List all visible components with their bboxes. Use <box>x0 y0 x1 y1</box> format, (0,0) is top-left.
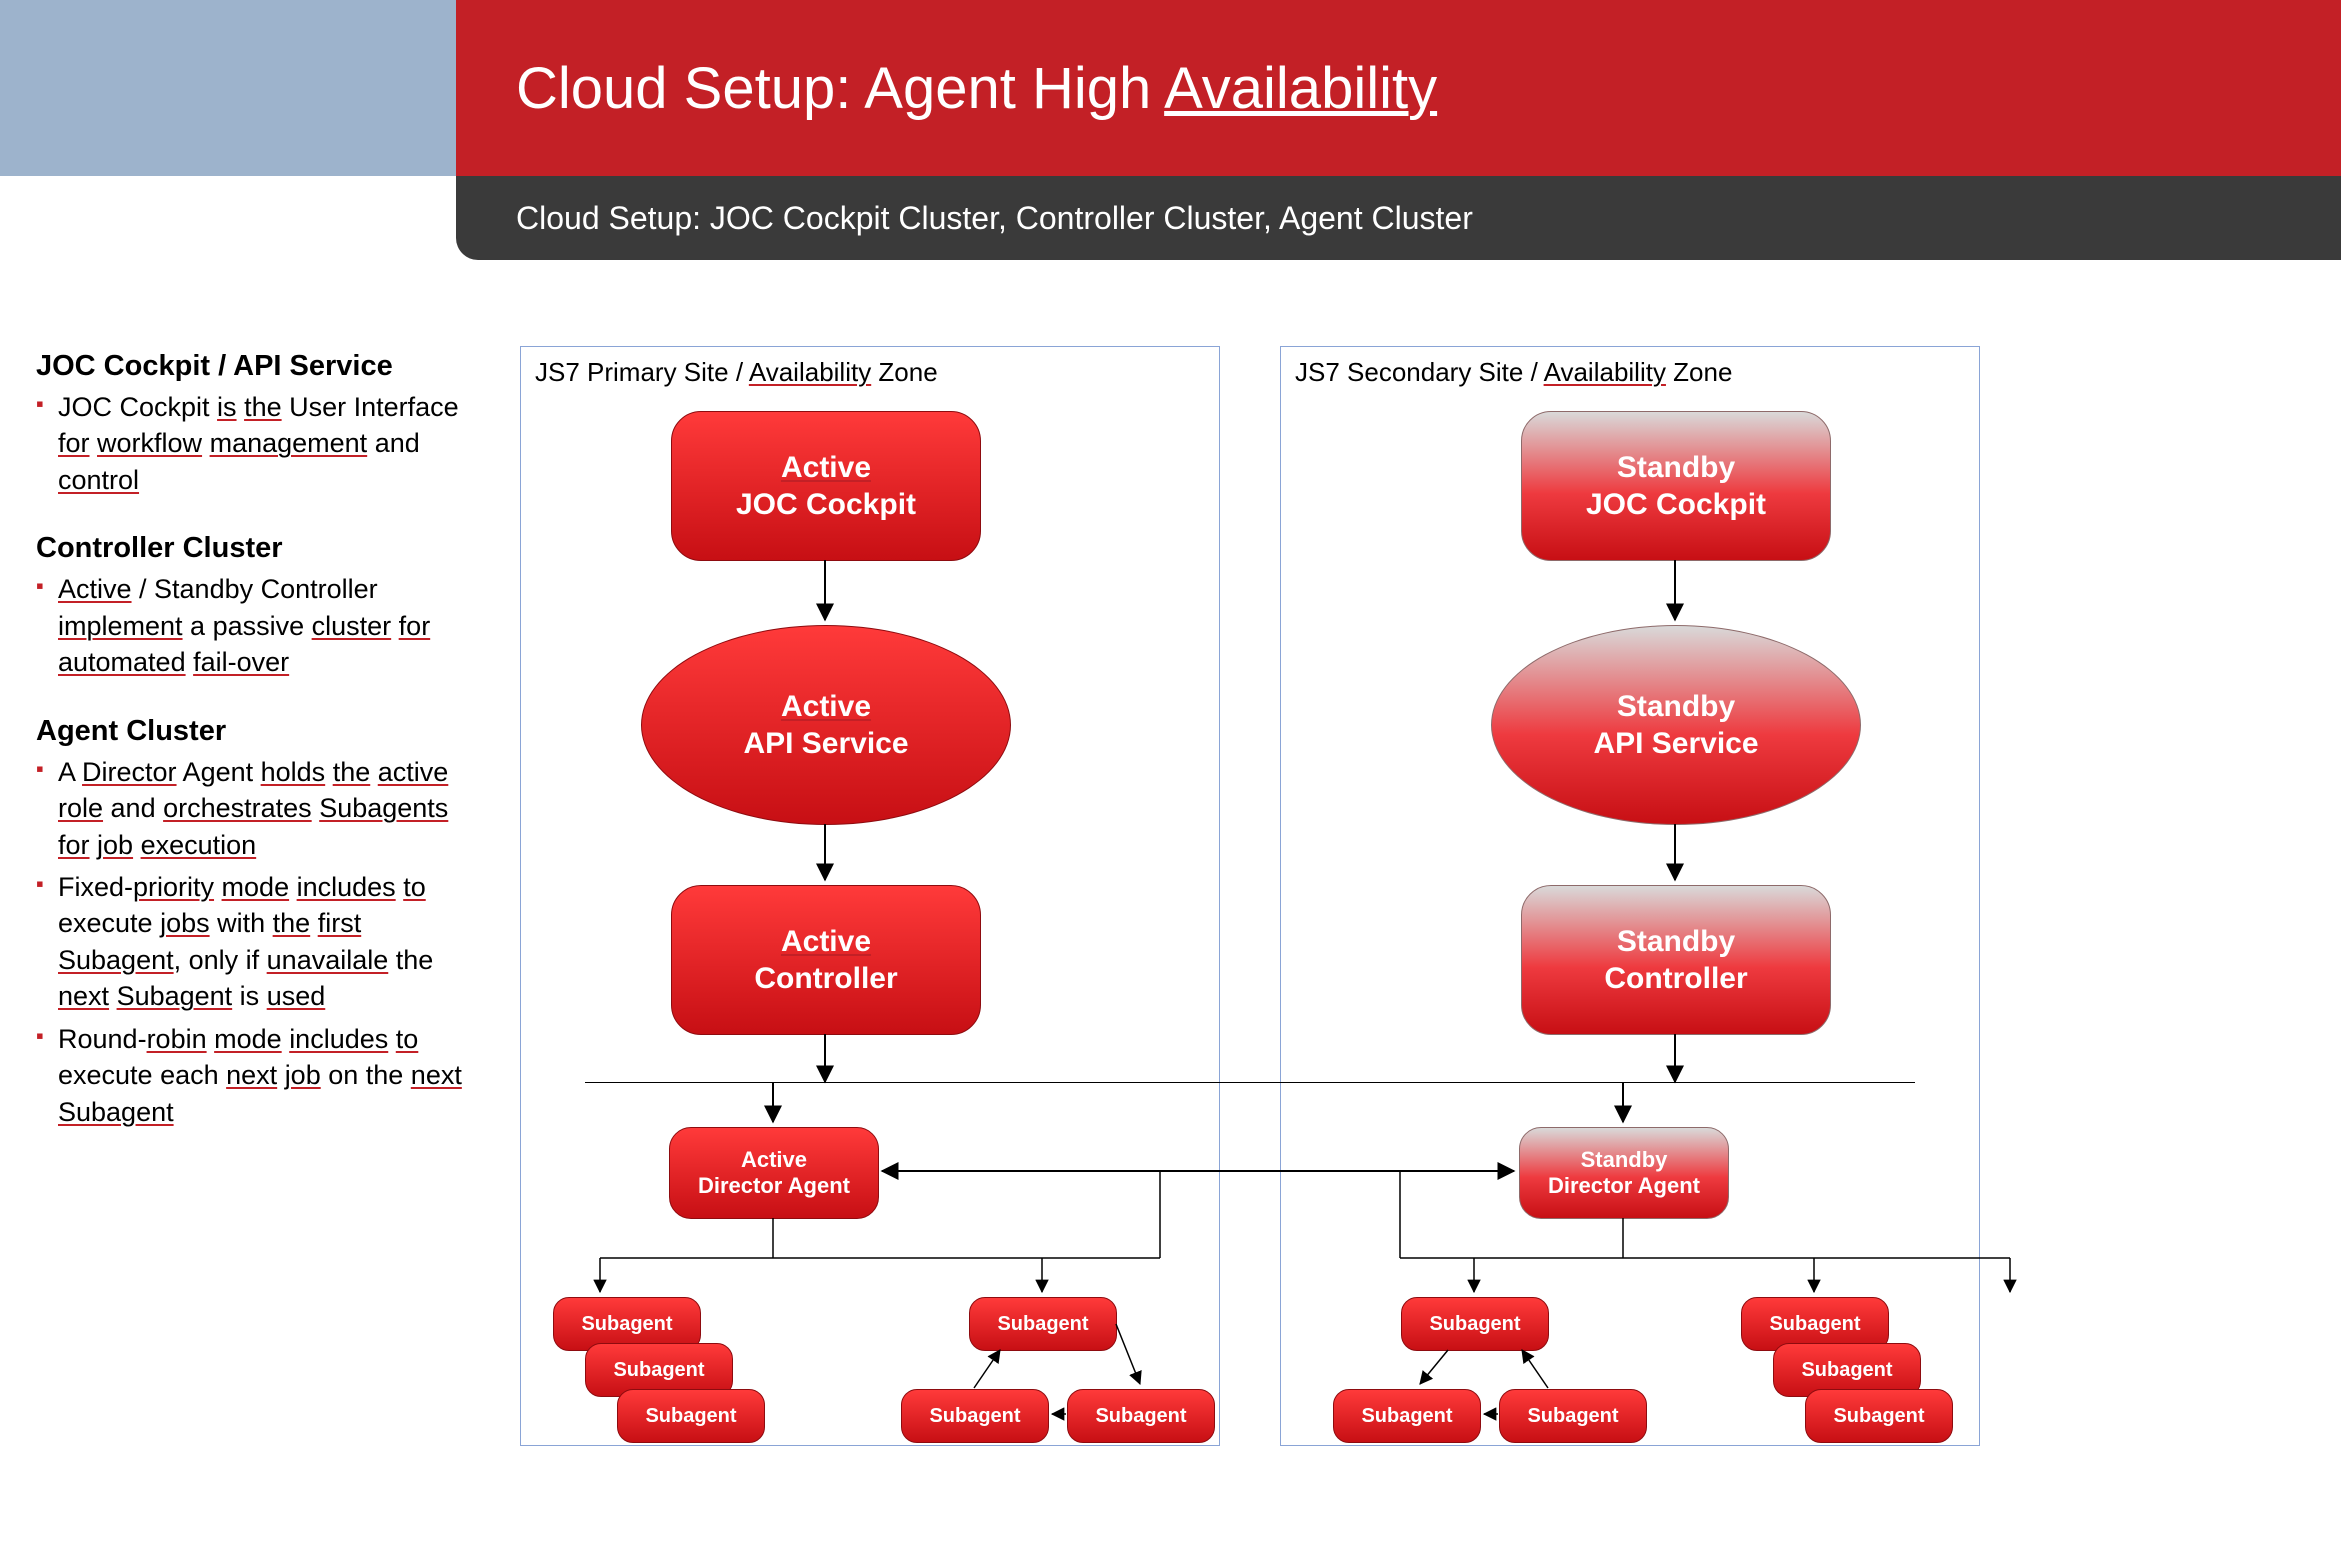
subagent: Subagent <box>617 1389 765 1443</box>
node-active-controller: Active Controller <box>671 885 981 1035</box>
node-standby-api: Standby API Service <box>1491 625 1861 825</box>
page-title: Cloud Setup: Agent High Availability <box>516 55 1437 122</box>
node-standby-controller: Standby Controller <box>1521 885 1831 1035</box>
subagent: Subagent <box>1805 1389 1953 1443</box>
sidebar: JOC Cockpit / API Service JOC Cockpit is… <box>36 350 476 1136</box>
sidebar-heading-3: Agent Cluster <box>36 715 476 748</box>
node-active-joc: Active JOC Cockpit <box>671 411 981 561</box>
subagent: Subagent <box>1401 1297 1549 1351</box>
diagram: JS7 Primary Site / Availability Zone Act… <box>520 346 2240 1466</box>
title-udl: Availability <box>1164 56 1437 121</box>
controller-bus-line <box>585 1082 1915 1083</box>
subtitle-bar: Cloud Setup: JOC Cockpit Cluster, Contro… <box>456 176 2341 260</box>
sidebar-heading-2: Controller Cluster <box>36 532 476 565</box>
zone-primary-title: JS7 Primary Site / Availability Zone <box>535 357 938 388</box>
title-pre: Cloud Setup: Agent High <box>516 56 1164 121</box>
node-active-api: Active API Service <box>641 625 1011 825</box>
node-standby-director: Standby Director Agent <box>1519 1127 1729 1219</box>
zone-secondary-title: JS7 Secondary Site / Availability Zone <box>1295 357 1732 388</box>
sidebar-item: Round-robin mode includes to execute eac… <box>36 1021 476 1130</box>
zone-primary: JS7 Primary Site / Availability Zone Act… <box>520 346 1220 1446</box>
subagent: Subagent <box>1499 1389 1647 1443</box>
subagent: Subagent <box>1333 1389 1481 1443</box>
sidebar-item: JOC Cockpit is the User Interface for wo… <box>36 389 476 498</box>
title-bar: Cloud Setup: Agent High Availability <box>456 0 2341 176</box>
page-subtitle: Cloud Setup: JOC Cockpit Cluster, Contro… <box>516 200 1473 237</box>
subagent: Subagent <box>901 1389 1049 1443</box>
sidebar-item: A Director Agent holds the active role a… <box>36 754 476 863</box>
node-standby-joc: Standby JOC Cockpit <box>1521 411 1831 561</box>
subagent: Subagent <box>969 1297 1117 1351</box>
sidebar-item: Active / Standby Controller implement a … <box>36 571 476 680</box>
sidebar-heading-1: JOC Cockpit / API Service <box>36 350 476 383</box>
node-active-director: Active Director Agent <box>669 1127 879 1219</box>
sidebar-item: Fixed-priority mode includes to execute … <box>36 869 476 1015</box>
accent-block <box>0 0 456 176</box>
subagent: Subagent <box>1067 1389 1215 1443</box>
zone-secondary: JS7 Secondary Site / Availability Zone S… <box>1280 346 1980 1446</box>
